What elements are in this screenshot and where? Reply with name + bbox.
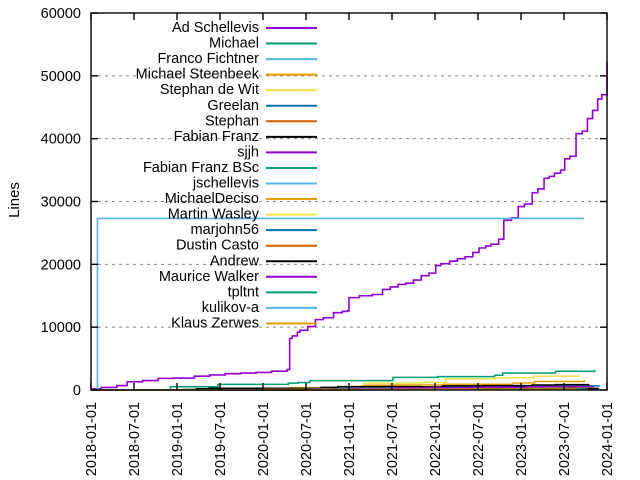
x-tick-label: 2020-07-01: [299, 402, 315, 476]
grid-lines: [91, 75, 607, 328]
legend-label[interactable]: Andrew: [210, 253, 260, 269]
legend-label[interactable]: MichaelDeciso: [165, 191, 259, 207]
legend-label[interactable]: Fabian Franz BSc: [143, 160, 259, 176]
legend-label[interactable]: Michael Steenbeek: [136, 67, 260, 83]
legend-label[interactable]: jschellevis: [192, 176, 259, 192]
legend-label[interactable]: Franco Fichtner: [157, 51, 259, 67]
x-tick-label: 2018-01-01: [84, 402, 100, 476]
legend-label[interactable]: marjohn56: [190, 222, 259, 238]
legend-label[interactable]: Fabian Franz: [174, 129, 259, 145]
x-tick-label: 2022-01-01: [428, 402, 444, 476]
x-tick-label: 2024-01-01: [600, 402, 616, 476]
legend-label[interactable]: Stephan: [205, 113, 259, 129]
x-tick-label: 2021-07-01: [385, 402, 401, 476]
legend-label[interactable]: tpltnt: [228, 284, 259, 300]
series-line: [91, 369, 596, 391]
legend-label[interactable]: Stephan de Wit: [160, 82, 259, 98]
legend-label[interactable]: kulikov-a: [202, 300, 260, 316]
x-tick-label: 2019-01-01: [170, 402, 186, 476]
legend-label[interactable]: Michael: [209, 36, 259, 52]
x-axis-ticks: 2018-01-01 2018-07-01 2019-01-01 2019-07-01…: [84, 13, 616, 476]
legend-label[interactable]: Greelan: [207, 98, 259, 114]
x-tick-label: 2018-07-01: [127, 402, 143, 476]
x-tick-label: 2022-07-01: [471, 402, 487, 476]
legend-label[interactable]: Ad Schellevis: [172, 20, 259, 36]
y-tick-label: 40000: [41, 132, 81, 148]
x-tick-label: 2019-07-01: [213, 402, 229, 476]
y-tick-label: 20000: [41, 257, 81, 273]
y-tick-label: 0: [73, 383, 81, 399]
legend-label[interactable]: Martin Wasley: [168, 207, 260, 223]
x-tick-label: 2023-07-01: [557, 402, 573, 476]
x-tick-label: 2020-01-01: [256, 402, 272, 476]
legend-label[interactable]: sjjh: [237, 144, 259, 160]
x-tick-label: 2023-01-01: [514, 402, 530, 476]
legend-label[interactable]: Maurice Walker: [159, 269, 259, 285]
y-tick-label: 50000: [41, 69, 81, 85]
y-tick-label: 10000: [41, 320, 81, 336]
y-tick-label: 60000: [41, 6, 81, 22]
y-tick-label: 30000: [41, 195, 81, 211]
y-axis-ticks: 0 10000 20000 30000 40000 50000 60000: [41, 6, 607, 399]
series-line: [91, 62, 608, 390]
y-axis-label: Lines: [6, 182, 23, 218]
legend-label[interactable]: Klaus Zerwes: [171, 315, 259, 331]
x-tick-label: 2021-01-01: [342, 402, 358, 476]
legend-label[interactable]: Dustin Casto: [176, 238, 259, 254]
